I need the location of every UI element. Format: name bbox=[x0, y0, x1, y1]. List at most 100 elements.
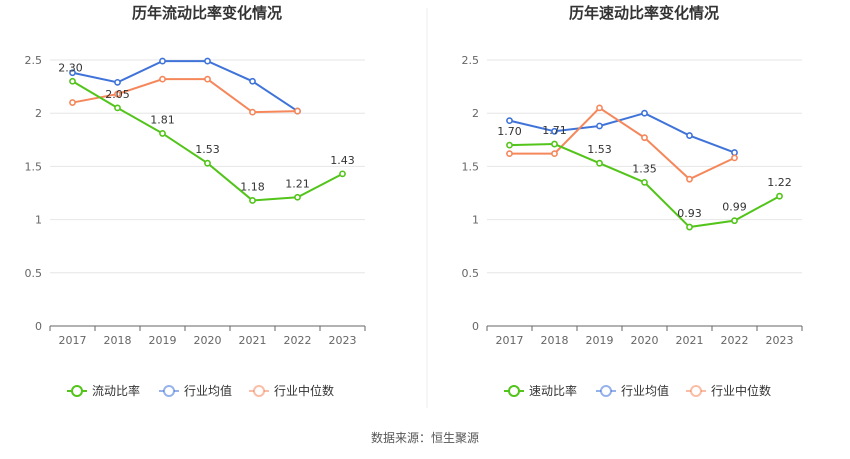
data-point bbox=[596, 104, 603, 112]
data-point bbox=[506, 141, 513, 149]
x-tick-label: 2021 bbox=[239, 334, 267, 347]
series-line-2 bbox=[509, 112, 735, 154]
data-point bbox=[506, 150, 513, 158]
y-tick-label: 2 bbox=[35, 107, 42, 120]
legend-label: 行业均值 bbox=[621, 383, 669, 398]
data-point bbox=[159, 130, 166, 137]
data-label: 1.53 bbox=[195, 143, 220, 156]
data-point bbox=[641, 109, 648, 117]
data-point bbox=[204, 57, 211, 65]
data-point bbox=[731, 149, 738, 156]
data-label: 0.93 bbox=[677, 207, 702, 220]
chart-panel-2: 历年速动比率变化情况 0 0.5 1 1.5 2 2.5 2017 2018 2019 2020 20… bbox=[462, 4, 803, 398]
y-tick-label: 1 bbox=[35, 214, 42, 227]
x-tick-label: 2018 bbox=[541, 334, 569, 347]
data-point bbox=[731, 217, 738, 225]
y-tick-label: 0 bbox=[472, 320, 479, 333]
y-tick-label: 2.5 bbox=[462, 54, 480, 67]
data-point bbox=[551, 127, 558, 135]
data-point bbox=[69, 77, 76, 85]
data-label: 1.71 bbox=[542, 124, 567, 137]
series-line-3 bbox=[509, 106, 735, 181]
data-point bbox=[159, 57, 166, 65]
y-tick-label: 2 bbox=[472, 107, 479, 120]
data-label: 1.81 bbox=[150, 113, 175, 126]
y-tick-label: 1.5 bbox=[25, 160, 43, 173]
data-point bbox=[204, 159, 211, 167]
data-label: 1.43 bbox=[330, 154, 355, 167]
y-tick-label: 2.5 bbox=[25, 54, 43, 67]
data-point bbox=[114, 78, 121, 86]
x-tick-label: 2022 bbox=[721, 334, 749, 347]
data-point bbox=[551, 150, 558, 158]
legend-item: 行业中位数 bbox=[686, 383, 771, 398]
x-tick-label: 2022 bbox=[284, 334, 312, 347]
data-point bbox=[69, 69, 76, 77]
x-tick-label: 2021 bbox=[676, 334, 704, 347]
x-tick-label: 2018 bbox=[104, 334, 132, 347]
legend-item: 速动比率 bbox=[504, 383, 577, 398]
data-label: 1.70 bbox=[497, 125, 522, 138]
legend-item: 行业均值 bbox=[159, 383, 232, 398]
chart-panel-1: 历年流动比率变化情况 0 0.5 1 1.5 2 2.5 2017 2018 2019 2020 20… bbox=[25, 4, 366, 398]
data-label: 1.18 bbox=[240, 180, 265, 193]
data-point bbox=[506, 117, 513, 125]
legend-item: 流动比率 bbox=[67, 383, 140, 398]
data-label: 2.05 bbox=[105, 88, 130, 101]
legend-label: 速动比率 bbox=[529, 383, 577, 398]
data-point bbox=[114, 104, 121, 112]
data-point bbox=[551, 140, 558, 148]
chart-title: 历年流动比率变化情况 bbox=[132, 4, 282, 22]
data-label: 1.35 bbox=[632, 162, 657, 175]
legend-marker bbox=[71, 385, 83, 397]
legend-label: 行业中位数 bbox=[711, 383, 771, 398]
data-point bbox=[294, 107, 301, 115]
data-label: 1.22 bbox=[767, 176, 792, 189]
data-point bbox=[686, 223, 693, 231]
data-point bbox=[596, 159, 603, 167]
data-label: 1.53 bbox=[587, 143, 612, 156]
data-source-text: 数据来源：恒生聚源 bbox=[370, 431, 479, 445]
data-point bbox=[114, 90, 121, 98]
data-label: 0.99 bbox=[722, 201, 747, 214]
y-tick-label: 1 bbox=[472, 214, 479, 227]
x-tick-label: 2020 bbox=[194, 334, 222, 347]
legend-marker bbox=[600, 385, 612, 397]
data-point bbox=[249, 77, 256, 85]
legend-item: 行业中位数 bbox=[249, 383, 334, 398]
x-tick-label: 2019 bbox=[586, 334, 614, 347]
data-point bbox=[686, 175, 693, 183]
data-point bbox=[596, 122, 603, 130]
x-tick-label: 2023 bbox=[329, 334, 357, 347]
y-tick-label: 1.5 bbox=[462, 160, 480, 173]
data-point bbox=[641, 134, 648, 142]
series-line-2 bbox=[72, 60, 299, 112]
legend-marker bbox=[163, 385, 175, 397]
y-tick-label: 0.5 bbox=[25, 267, 43, 280]
x-tick-label: 2017 bbox=[496, 334, 524, 347]
data-point bbox=[641, 178, 648, 186]
legend-item: 行业均值 bbox=[596, 383, 669, 398]
data-point bbox=[294, 193, 301, 201]
x-tick-label: 2017 bbox=[59, 334, 87, 347]
y-tick-label: 0.5 bbox=[462, 267, 480, 280]
x-tick-label: 2019 bbox=[149, 334, 177, 347]
legend-marker bbox=[253, 385, 265, 397]
data-point bbox=[249, 108, 256, 116]
y-tick-label: 0 bbox=[35, 320, 42, 333]
data-label: 2.30 bbox=[58, 61, 83, 74]
x-tick-label: 2023 bbox=[766, 334, 794, 347]
series-line-3 bbox=[72, 78, 298, 114]
legend-label: 行业中位数 bbox=[274, 383, 334, 398]
data-label: 1.21 bbox=[285, 177, 310, 190]
data-point bbox=[731, 154, 738, 162]
x-tick-label: 2020 bbox=[631, 334, 659, 347]
data-point bbox=[249, 197, 256, 204]
data-point bbox=[776, 192, 783, 200]
legend-marker bbox=[508, 385, 520, 397]
legend-label: 行业均值 bbox=[184, 383, 232, 398]
data-point bbox=[686, 132, 693, 139]
data-point bbox=[69, 99, 76, 106]
data-point bbox=[159, 75, 166, 83]
